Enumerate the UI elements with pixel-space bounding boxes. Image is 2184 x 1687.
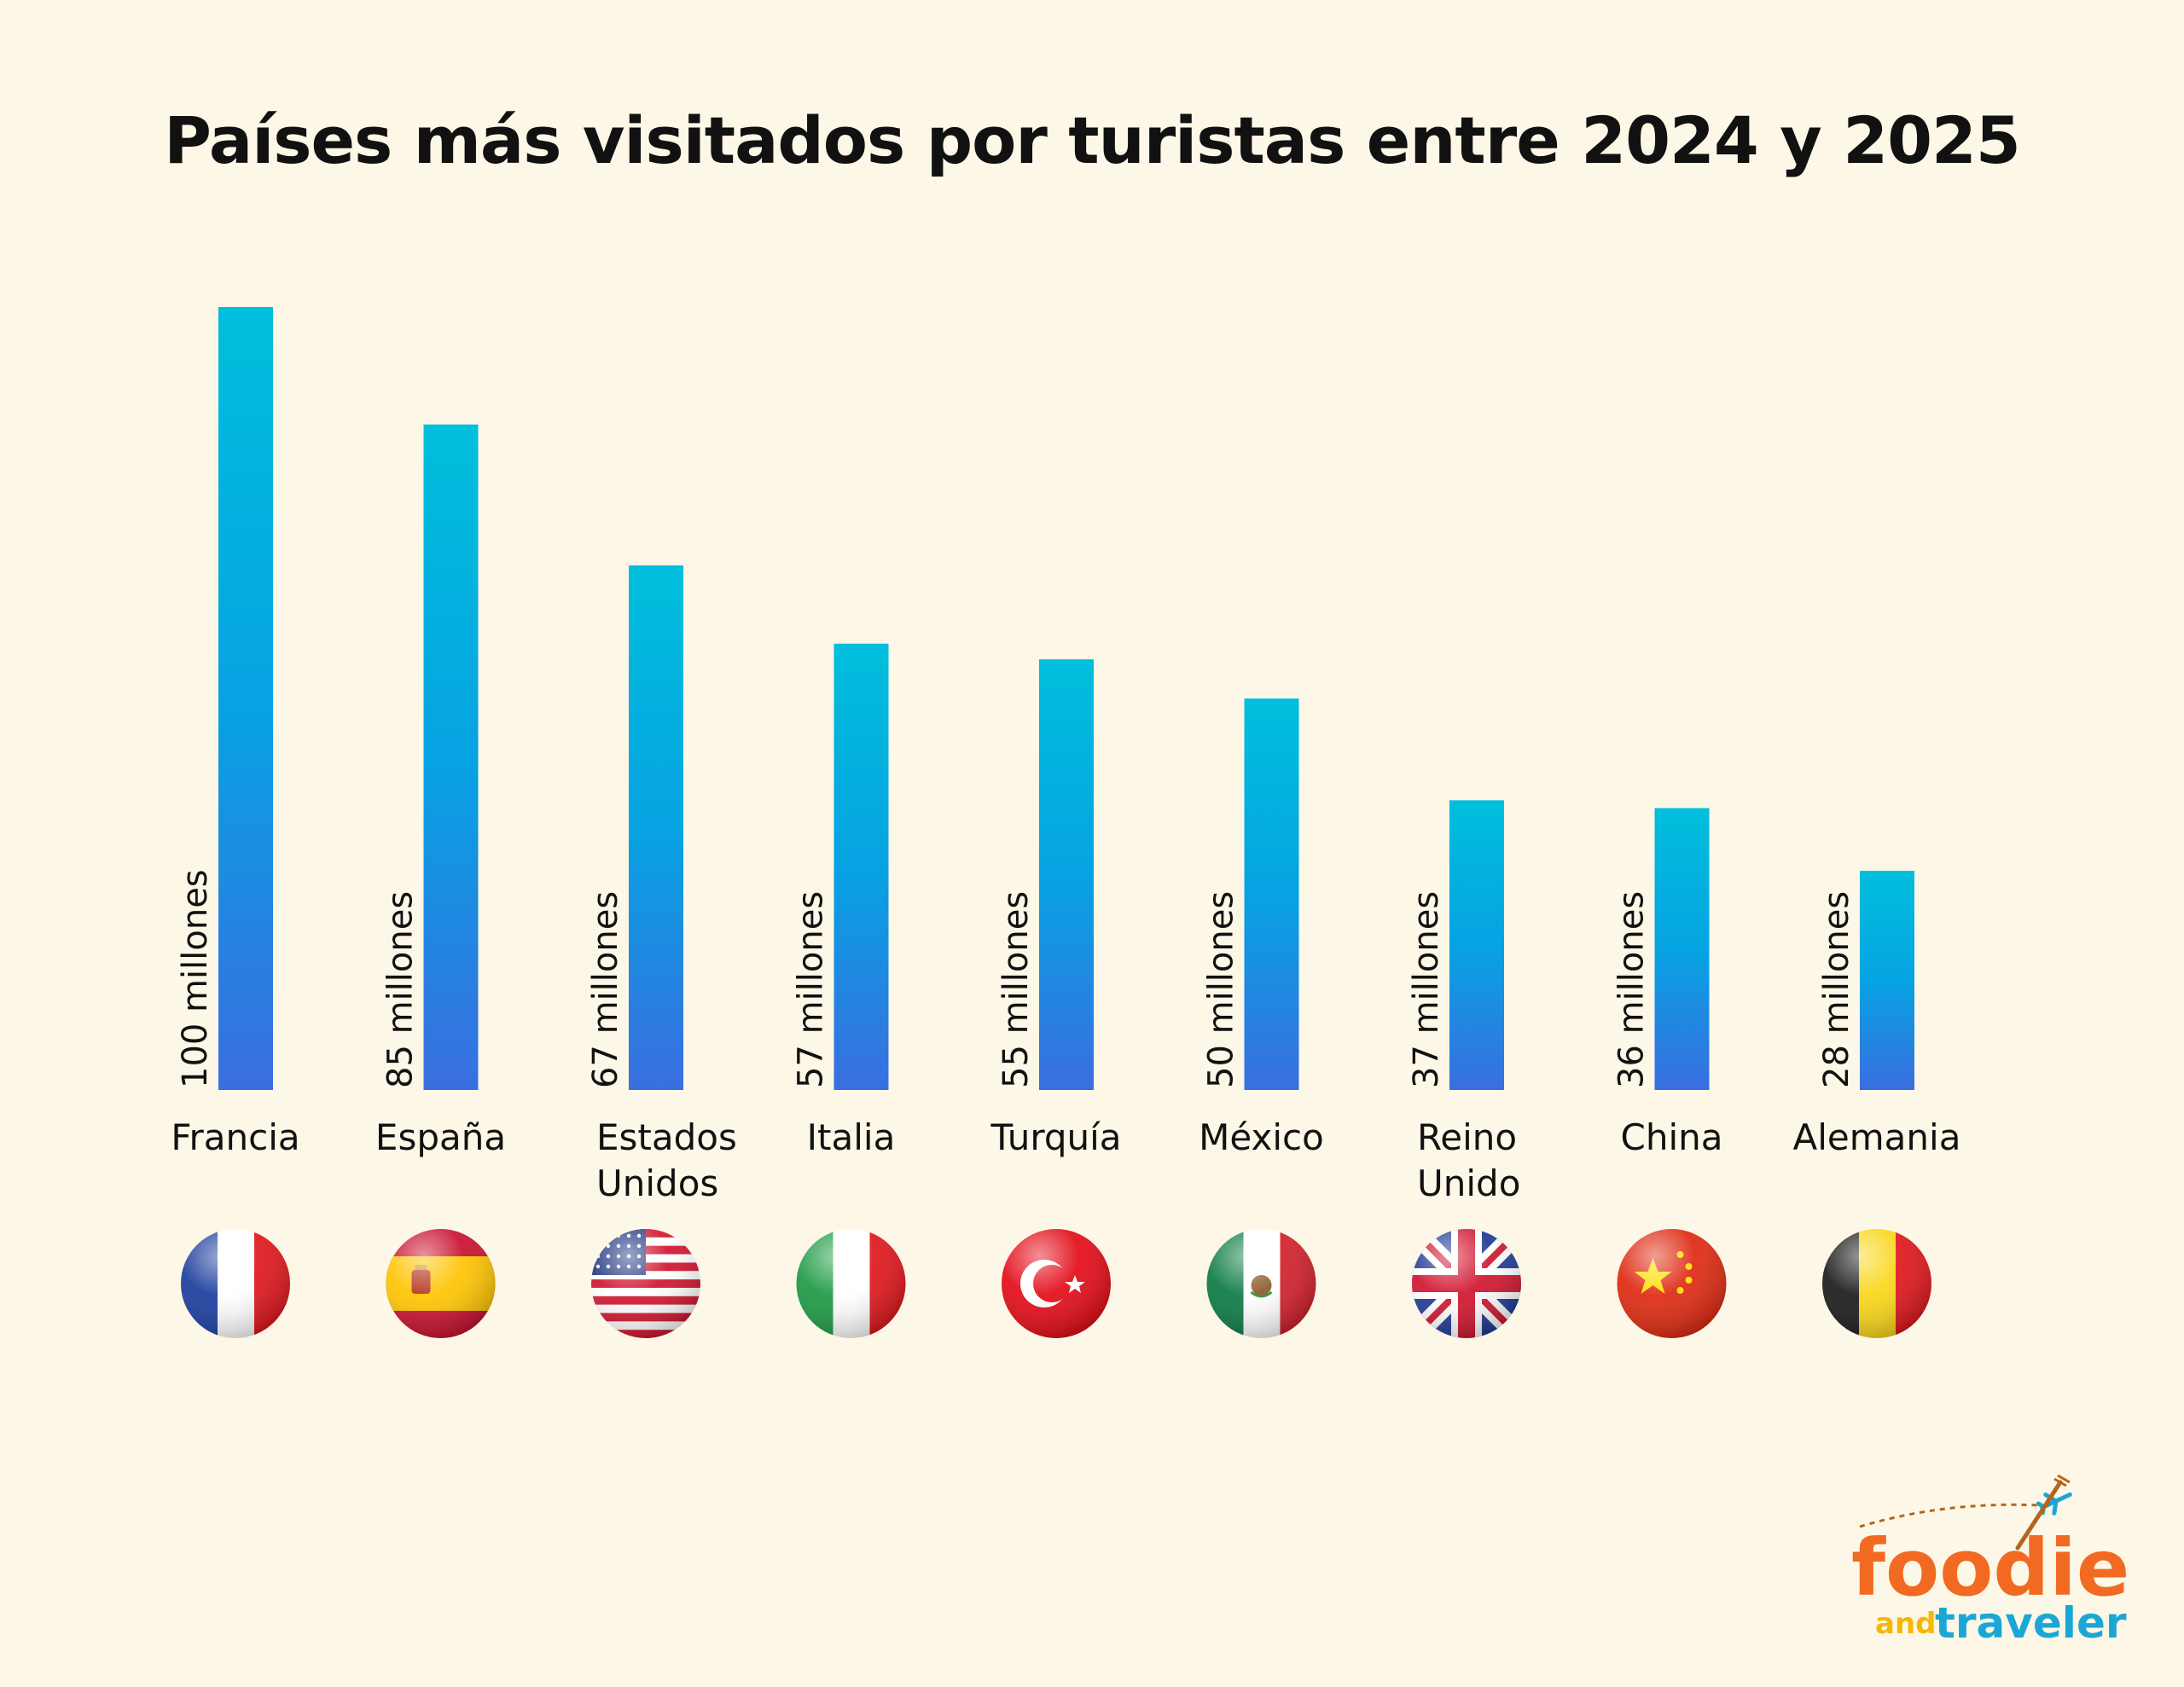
spain-flag-icon — [386, 1229, 496, 1338]
value-label-0: 100 millones — [176, 869, 215, 1088]
fork-icon — [2015, 1474, 2071, 1551]
logo-word-and: and — [1875, 1607, 1937, 1641]
value-label-4: 55 millones — [996, 891, 1036, 1088]
category-labels-group: Francia España Estados Unidos Italia Turquía M… — [171, 1116, 1960, 1204]
logo-word-foodie: foodie — [1851, 1522, 2129, 1614]
category-label-1: España — [375, 1116, 506, 1158]
value-labels-group: 100 millones 85 millones 67 millones 57 mil… — [176, 869, 1856, 1088]
value-label-3: 57 millones — [792, 891, 831, 1088]
flags-group — [181, 1229, 1931, 1338]
usa-flag-icon — [591, 1229, 700, 1338]
bar-chart: 100 millones 85 millones 67 millones 57 mil… — [171, 307, 1960, 1338]
category-label-4: Turquía — [990, 1116, 1121, 1158]
bar-6 — [1449, 800, 1504, 1090]
bar-1 — [423, 424, 479, 1090]
bar-4 — [1039, 659, 1094, 1090]
bar-2 — [629, 565, 683, 1090]
uk-flag-icon — [1412, 1229, 1521, 1338]
foodie-traveler-logo: foodie and traveler — [1851, 1474, 2129, 1646]
bar-7 — [1654, 808, 1710, 1090]
category-label-0: Francia — [171, 1116, 299, 1158]
value-label-5: 50 millones — [1202, 891, 1241, 1088]
category-label-5: México — [1199, 1116, 1324, 1158]
category-label-8: Alemania — [1793, 1116, 1961, 1158]
bar-5 — [1244, 699, 1299, 1090]
category-label-2: Estados Unidos — [596, 1116, 737, 1204]
category-label-7: China — [1621, 1116, 1723, 1158]
china-flag-icon — [1617, 1229, 1727, 1338]
bar-8 — [1860, 870, 1914, 1090]
logo-word-traveler: traveler — [1935, 1598, 2127, 1646]
france-flag-icon — [181, 1229, 290, 1338]
bars-group — [218, 307, 1914, 1090]
value-label-8: 28 millones — [1817, 891, 1856, 1088]
value-label-6: 37 millones — [1407, 891, 1446, 1088]
value-label-2: 67 millones — [586, 891, 625, 1088]
belgium-flag-icon — [1822, 1229, 1931, 1338]
value-label-1: 85 millones — [381, 891, 421, 1088]
category-label-3: Italia — [807, 1116, 896, 1158]
italy-flag-icon — [796, 1229, 906, 1338]
bar-0 — [218, 307, 273, 1090]
value-label-7: 36 millones — [1612, 891, 1652, 1088]
category-label-6: Reino Unido — [1417, 1116, 1520, 1204]
mexico-flag-icon — [1206, 1229, 1316, 1338]
bar-3 — [834, 643, 889, 1090]
turkey-flag-icon — [1002, 1229, 1111, 1338]
chart-title: Países más visitados por turistas entre … — [164, 102, 2021, 178]
